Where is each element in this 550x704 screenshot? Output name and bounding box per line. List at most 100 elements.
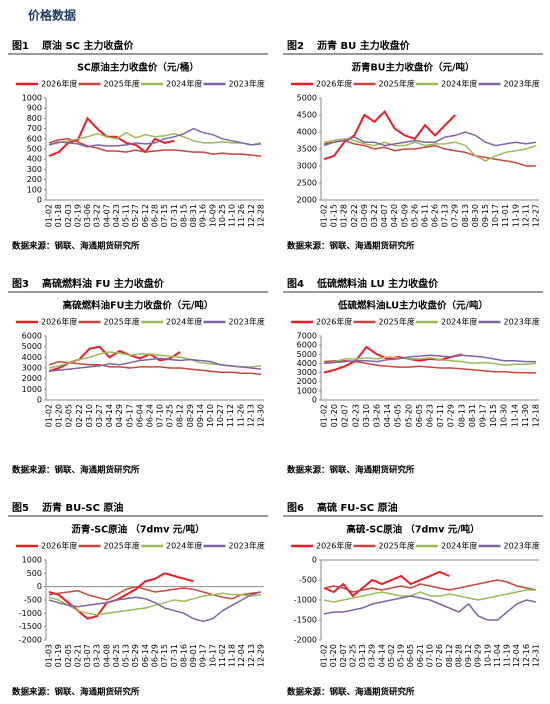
series-line xyxy=(48,138,262,157)
x-tick-label: 04-20 xyxy=(390,204,399,227)
x-tick-label: 12-13 xyxy=(247,644,256,667)
y-tick-label: 600 xyxy=(27,134,42,143)
x-tick-label: 02-03 xyxy=(64,204,73,227)
x-tick-label: 05-20 xyxy=(404,404,413,427)
legend-label: 2026年度 xyxy=(316,541,352,551)
y-tick-label: 3500 xyxy=(297,145,317,154)
y-tick-label: 5000 xyxy=(22,342,42,351)
x-tick-label: 08-15 xyxy=(179,204,188,227)
y-tick-label: 800 xyxy=(27,114,42,123)
x-tick-label: 06-21 xyxy=(416,644,425,667)
y-tick-label: 1000 xyxy=(22,385,42,394)
x-tick-label: 04-14 xyxy=(105,404,114,427)
x-tick-label: 07-13 xyxy=(441,204,450,227)
x-tick-label: 08-29 xyxy=(186,404,195,427)
x-tick-label: 12-12 xyxy=(247,204,256,227)
x-tick-label: 08-30 xyxy=(471,204,480,227)
series-line xyxy=(48,357,262,372)
x-tick-label: 02-23 xyxy=(351,404,360,427)
x-tick-label: 05-09 xyxy=(400,204,409,227)
x-tick-label: 12-27 xyxy=(532,204,541,227)
y-tick-label: 4000 xyxy=(297,128,317,137)
x-tick-label: 02-05 xyxy=(64,644,73,667)
source-note: 数据来源：钢联、海通期货研究所 xyxy=(287,465,415,476)
x-tick-label: 07-31 xyxy=(170,644,179,667)
x-tick-label: 04-08 xyxy=(102,644,111,667)
x-tick-label: 12-18 xyxy=(532,404,541,427)
chart-title: 高硫-SC原油 （7dmv 元/吨） xyxy=(346,524,479,536)
x-tick-label: 02-07 xyxy=(341,404,350,427)
y-tick-label: -500 xyxy=(299,576,317,585)
y-tick-label: 0 xyxy=(312,556,317,565)
y-tick-label: 4000 xyxy=(22,353,42,362)
x-tick-label: 03-23 xyxy=(93,644,102,667)
y-tick-label: 1000 xyxy=(22,94,42,103)
y-tick-label: -500 xyxy=(24,596,42,605)
x-tick-label: 06-28 xyxy=(151,204,160,227)
y-tick-label: 5000 xyxy=(297,94,317,103)
x-tick-label: 12-30 xyxy=(257,404,266,427)
x-tick-label: 04-23 xyxy=(112,204,121,227)
y-tick-label: 3000 xyxy=(297,368,317,377)
x-tick-label: 08-31 xyxy=(468,404,477,427)
y-tick-label: 6000 xyxy=(297,341,317,350)
y-tick-label: 2500 xyxy=(297,179,317,188)
y-tick-label: 0 xyxy=(37,582,42,591)
y-tick-label: -1000 xyxy=(19,609,42,618)
legend-label: 2024年度 xyxy=(166,317,202,327)
figure-label: 图5 xyxy=(12,502,29,514)
x-tick-label: 02-19 xyxy=(73,204,82,227)
x-tick-label: 09-01 xyxy=(189,644,198,667)
x-tick-label: 03-10 xyxy=(362,404,371,427)
legend-label: 2024年度 xyxy=(441,317,477,327)
legend-label: 2026年度 xyxy=(316,79,352,89)
x-tick-label: 11-30 xyxy=(521,404,530,427)
x-tick-label: 10-27 xyxy=(216,404,225,427)
figure-title: 高硫 FU-SC 原油 xyxy=(317,501,398,514)
x-tick-label: 09-29 xyxy=(474,644,483,667)
x-tick-label: 07-29 xyxy=(451,204,460,227)
x-tick-label: 03-06 xyxy=(83,204,92,227)
y-tick-label: 1000 xyxy=(297,386,317,395)
x-tick-label: 05-02 xyxy=(387,644,396,667)
x-tick-label: 06-05 xyxy=(415,404,424,427)
legend-label: 2025年度 xyxy=(379,79,415,89)
x-tick-label: 01-15 xyxy=(330,204,339,227)
x-tick-label: 09-14 xyxy=(196,404,205,427)
x-tick-label: 04-29 xyxy=(115,404,124,427)
x-tick-label: 05-13 xyxy=(122,644,131,667)
x-tick-label: 07-26 xyxy=(435,644,444,667)
x-tick-label: 02-21 xyxy=(73,644,82,667)
series-line xyxy=(48,585,262,601)
x-tick-label: 06-04 xyxy=(135,404,144,427)
figure-title: 高硫燃料油 FU 主力收盘价 xyxy=(42,277,165,290)
chart-title: 低硫燃料油LU主力收盘价（元/吨） xyxy=(337,300,488,312)
y-tick-label: 500 xyxy=(27,569,42,578)
y-tick-label: -1500 xyxy=(294,616,317,625)
x-tick-label: 06-14 xyxy=(141,644,150,667)
x-tick-label: 08-13 xyxy=(457,404,466,427)
source-note: 数据来源：钢联、海通期货研究所 xyxy=(287,687,415,698)
x-tick-label: 12-11 xyxy=(521,204,530,227)
y-tick-label: 4500 xyxy=(297,111,317,120)
x-tick-label: 05-27 xyxy=(131,204,140,227)
x-tick-label: 03-22 xyxy=(93,204,102,227)
x-tick-label: 10-10 xyxy=(206,404,215,427)
x-tick-label: 01-20 xyxy=(330,404,339,427)
x-tick-label: 12-28 xyxy=(257,204,266,227)
legend-label: 2025年度 xyxy=(104,79,140,89)
figure-label: 图1 xyxy=(12,40,29,52)
y-tick-label: 3000 xyxy=(297,162,317,171)
x-tick-label: 08-31 xyxy=(189,204,198,227)
source-note: 数据来源：钢联、海通期货研究所 xyxy=(12,465,140,476)
y-tick-label: 2000 xyxy=(297,377,317,386)
y-tick-label: -1000 xyxy=(294,596,317,605)
legend-label: 2025年度 xyxy=(379,541,415,551)
x-tick-label: 04-14 xyxy=(383,404,392,427)
x-tick-label: 11-04 xyxy=(493,644,502,667)
x-tick-label: 04-07 xyxy=(380,204,389,227)
x-tick-label: 08-12 xyxy=(176,404,185,427)
y-tick-label: -2000 xyxy=(19,636,42,645)
legend-label: 2024年度 xyxy=(441,541,477,551)
